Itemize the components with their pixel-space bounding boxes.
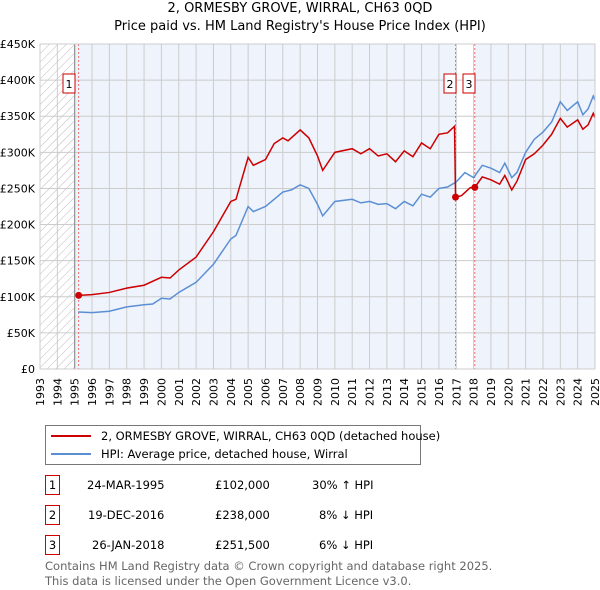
legend-label: HPI: Average price, detached house, Wirr… xyxy=(101,447,348,461)
x-tick-label: 1994 xyxy=(51,378,64,406)
sale-point xyxy=(471,183,479,191)
x-tick-label: 2024 xyxy=(572,378,585,406)
chart-title: 2, ORMESBY GROVE, WIRRAL, CH63 0QD xyxy=(167,1,433,16)
y-tick-label: £350K xyxy=(0,110,36,123)
sale-marker-badge xyxy=(443,73,457,94)
footer-copyright: Contains HM Land Registry data © Crown c… xyxy=(45,559,493,573)
y-tick-label: £150K xyxy=(0,255,36,268)
x-tick-label: 2013 xyxy=(381,378,394,406)
plot-border xyxy=(39,43,596,370)
legend-label: 2, ORMESBY GROVE, WIRRAL, CH63 0QD (deta… xyxy=(101,429,441,443)
x-tick-label: 2022 xyxy=(537,378,550,406)
x-tick-label: 2012 xyxy=(364,378,377,406)
x-tick-label: 2005 xyxy=(242,378,255,406)
x-tick-label: 2004 xyxy=(225,378,238,406)
sale-date: 19-DEC-2016 xyxy=(88,508,165,522)
y-tick-label: £300K xyxy=(0,146,36,159)
x-tick-label: 1998 xyxy=(121,378,134,406)
sale-date: 26-JAN-2018 xyxy=(92,538,165,552)
y-tick-label: £200K xyxy=(0,219,36,232)
x-tick-label: 1997 xyxy=(103,378,116,406)
marker-badge: 3 xyxy=(45,535,60,555)
x-tick-label: 1999 xyxy=(138,378,151,406)
x-tick-label: 2001 xyxy=(173,378,186,406)
x-tick-label: 2003 xyxy=(207,378,220,406)
x-tick-label: 2002 xyxy=(190,378,203,406)
x-tick-label: 1996 xyxy=(86,378,99,406)
x-tick-label: 2006 xyxy=(259,378,272,406)
x-tick-label: 2015 xyxy=(416,378,429,406)
legend: 2, ORMESBY GROVE, WIRRAL, CH63 0QD (deta… xyxy=(45,425,440,465)
y-tick-label: £100K xyxy=(0,291,36,304)
sale-price: £238,000 xyxy=(215,508,270,522)
x-tick-label: 1993 xyxy=(34,378,47,406)
sale-date: 24-MAR-1995 xyxy=(87,478,165,492)
sale-point xyxy=(75,291,83,299)
sale-marker-badge xyxy=(62,73,76,94)
x-tick-label: 2008 xyxy=(294,378,307,406)
x-tick-label: 1995 xyxy=(69,378,82,406)
y-tick-label: £250K xyxy=(0,182,36,195)
hpi-diff: 30% ↑ HPI xyxy=(312,478,374,492)
x-tick-label: 2020 xyxy=(502,378,515,406)
x-tick-label: 2025 xyxy=(589,378,600,406)
x-tick-label: 2010 xyxy=(329,378,342,406)
hpi-diff: 8% ↓ HPI xyxy=(319,508,374,522)
y-tick-label: £400K xyxy=(0,74,36,87)
x-tick-label: 2019 xyxy=(485,378,498,406)
x-tick-label: 2018 xyxy=(468,378,481,406)
x-tick-label: 2011 xyxy=(346,378,359,406)
x-tick-label: 2014 xyxy=(398,378,411,406)
x-tick-label: 2016 xyxy=(433,378,446,406)
property-price-line xyxy=(78,111,596,297)
hpi-diff: 6% ↓ HPI xyxy=(319,538,374,552)
marker-badge: 1 xyxy=(45,475,60,495)
x-tick-label: 2000 xyxy=(155,378,168,406)
x-tick-label: 2009 xyxy=(312,378,325,406)
chart-subtitle: Price paid vs. HM Land Registry's House … xyxy=(114,19,486,34)
legend-item-hpi: HPI: Average price, detached house, Wirr… xyxy=(46,446,348,462)
sale-marker-label: 1 xyxy=(66,78,73,91)
y-tick-label: £50K xyxy=(7,327,36,340)
hpi-line xyxy=(78,93,596,314)
chart-plot: 1993 1994 1995 1996 1997 1998 1999 2000 2001 2002… xyxy=(0,38,600,406)
sale-price: £102,000 xyxy=(215,478,270,492)
x-tick-label: 2021 xyxy=(520,378,533,406)
sale-price: £251,500 xyxy=(215,538,270,552)
x-tick-label: 2017 xyxy=(450,378,463,406)
marker-badge: 2 xyxy=(45,505,60,525)
x-tick-label: 2023 xyxy=(554,378,567,406)
y-tick-label: £450K xyxy=(0,38,36,51)
legend-swatch-hpi xyxy=(51,453,91,455)
x-tick-label: 2007 xyxy=(277,378,290,406)
sale-marker-label: 3 xyxy=(466,78,473,91)
y-tick-label: £0 xyxy=(21,363,35,376)
legend-item-property: 2, ORMESBY GROVE, WIRRAL, CH63 0QD (deta… xyxy=(46,428,440,444)
ownership-gap-band xyxy=(455,44,475,369)
legend-swatch-property xyxy=(51,435,91,437)
sale-marker-badge xyxy=(462,73,476,94)
footer-licence: This data is licensed under the Open Gov… xyxy=(45,574,412,588)
sale-point xyxy=(452,193,460,201)
sale-marker-label: 2 xyxy=(447,78,454,91)
